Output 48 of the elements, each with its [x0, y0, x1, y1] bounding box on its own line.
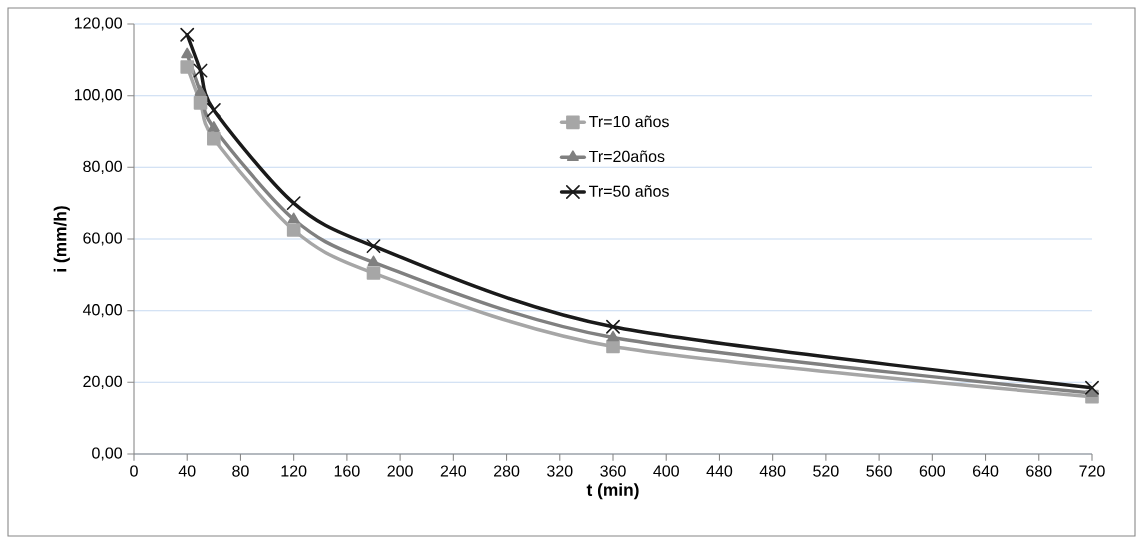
- x-tick-label: 680: [1026, 465, 1052, 477]
- point: [606, 319, 620, 334]
- y-tick-label: 40,00: [82, 304, 122, 318]
- point: [1085, 380, 1099, 395]
- point: [207, 121, 220, 132]
- x-tick-label: 280: [494, 465, 520, 477]
- point: [366, 266, 381, 280]
- point: [366, 239, 381, 254]
- y-tick-label: 20,00: [83, 375, 122, 389]
- y-tick-label: 100,00: [74, 89, 122, 103]
- y-tick-label: 0,00: [92, 447, 123, 461]
- point: [180, 27, 195, 42]
- point: [181, 47, 194, 59]
- y-axis-title: i (mm/h): [53, 206, 70, 272]
- y-tick-label: 120,00: [74, 17, 122, 31]
- legend-label: Tr=50 años: [589, 185, 669, 197]
- x-tick-label: 560: [866, 465, 892, 477]
- point: [193, 96, 208, 110]
- x-tick-label: 720: [1079, 465, 1105, 477]
- x-tick-label: 360: [600, 465, 626, 477]
- x-axis-title: t (min): [586, 483, 639, 500]
- point: [193, 63, 208, 78]
- legend-label: Tr=10 años: [589, 115, 669, 128]
- point: [207, 131, 221, 146]
- x-tick-label: 320: [547, 465, 573, 477]
- x-tick-label: 120: [281, 465, 307, 477]
- x-tick-label: 440: [706, 465, 733, 477]
- x-tick-label: 400: [653, 465, 679, 477]
- point: [206, 103, 221, 117]
- point: [286, 223, 301, 237]
- x-tick-label: 520: [813, 465, 839, 477]
- x-tick-label: 160: [334, 465, 360, 477]
- x-tick-label: 200: [387, 465, 413, 477]
- x-tick-label: 640: [973, 465, 999, 477]
- legend-label: Tr=20años: [589, 150, 665, 163]
- point: [194, 85, 207, 96]
- x-tick-label: 240: [440, 465, 467, 477]
- point: [607, 330, 619, 342]
- point: [287, 212, 300, 224]
- x-tick-label: 80: [232, 465, 249, 477]
- x-tick-label: 600: [919, 465, 946, 477]
- x-tick-label: 40: [178, 465, 196, 477]
- point: [606, 339, 620, 354]
- point: [180, 60, 195, 74]
- x-tick-label: 0: [130, 465, 138, 477]
- x-tick-label: 480: [759, 465, 786, 477]
- y-tick-label: 60,00: [83, 232, 122, 246]
- y-tick-label: 80,00: [83, 160, 122, 174]
